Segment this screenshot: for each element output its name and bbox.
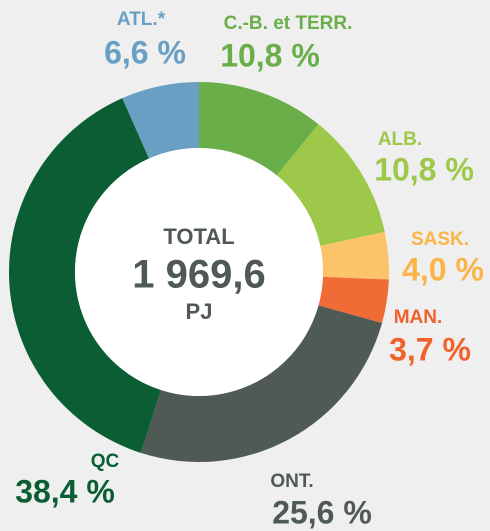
segment-value: 10,8 % (374, 151, 474, 187)
segment-name: ONT. (270, 471, 313, 492)
segment-name: QC (91, 451, 120, 472)
segment-value: 10,8 % (220, 37, 320, 73)
segment-value: 25,6 % (272, 494, 372, 530)
segment-value: 3,7 % (389, 331, 471, 367)
donut-segment (199, 82, 319, 176)
segment-value: 38,4 % (15, 473, 115, 509)
center-text: PJ (186, 299, 213, 324)
donut-segment (140, 305, 383, 463)
segment-name: C.-B. et TERR. (224, 13, 353, 34)
donut-segment (318, 276, 389, 324)
donut-segment (8, 98, 162, 453)
segment-name: MAN. (394, 307, 443, 328)
segment-value: 4,0 % (402, 251, 484, 287)
segment-name: ATL.* (117, 9, 166, 30)
donut-hole (75, 148, 323, 396)
donut-segment (276, 124, 385, 246)
center-text: TOTAL (163, 224, 234, 249)
segment-name: ALB. (378, 129, 422, 150)
segment-name: SASK. (411, 229, 469, 250)
center-text: 1 969,6 (132, 253, 265, 297)
donut-segment (122, 82, 199, 159)
donut-segment (320, 231, 389, 280)
segment-value: 6,6 % (104, 34, 186, 70)
